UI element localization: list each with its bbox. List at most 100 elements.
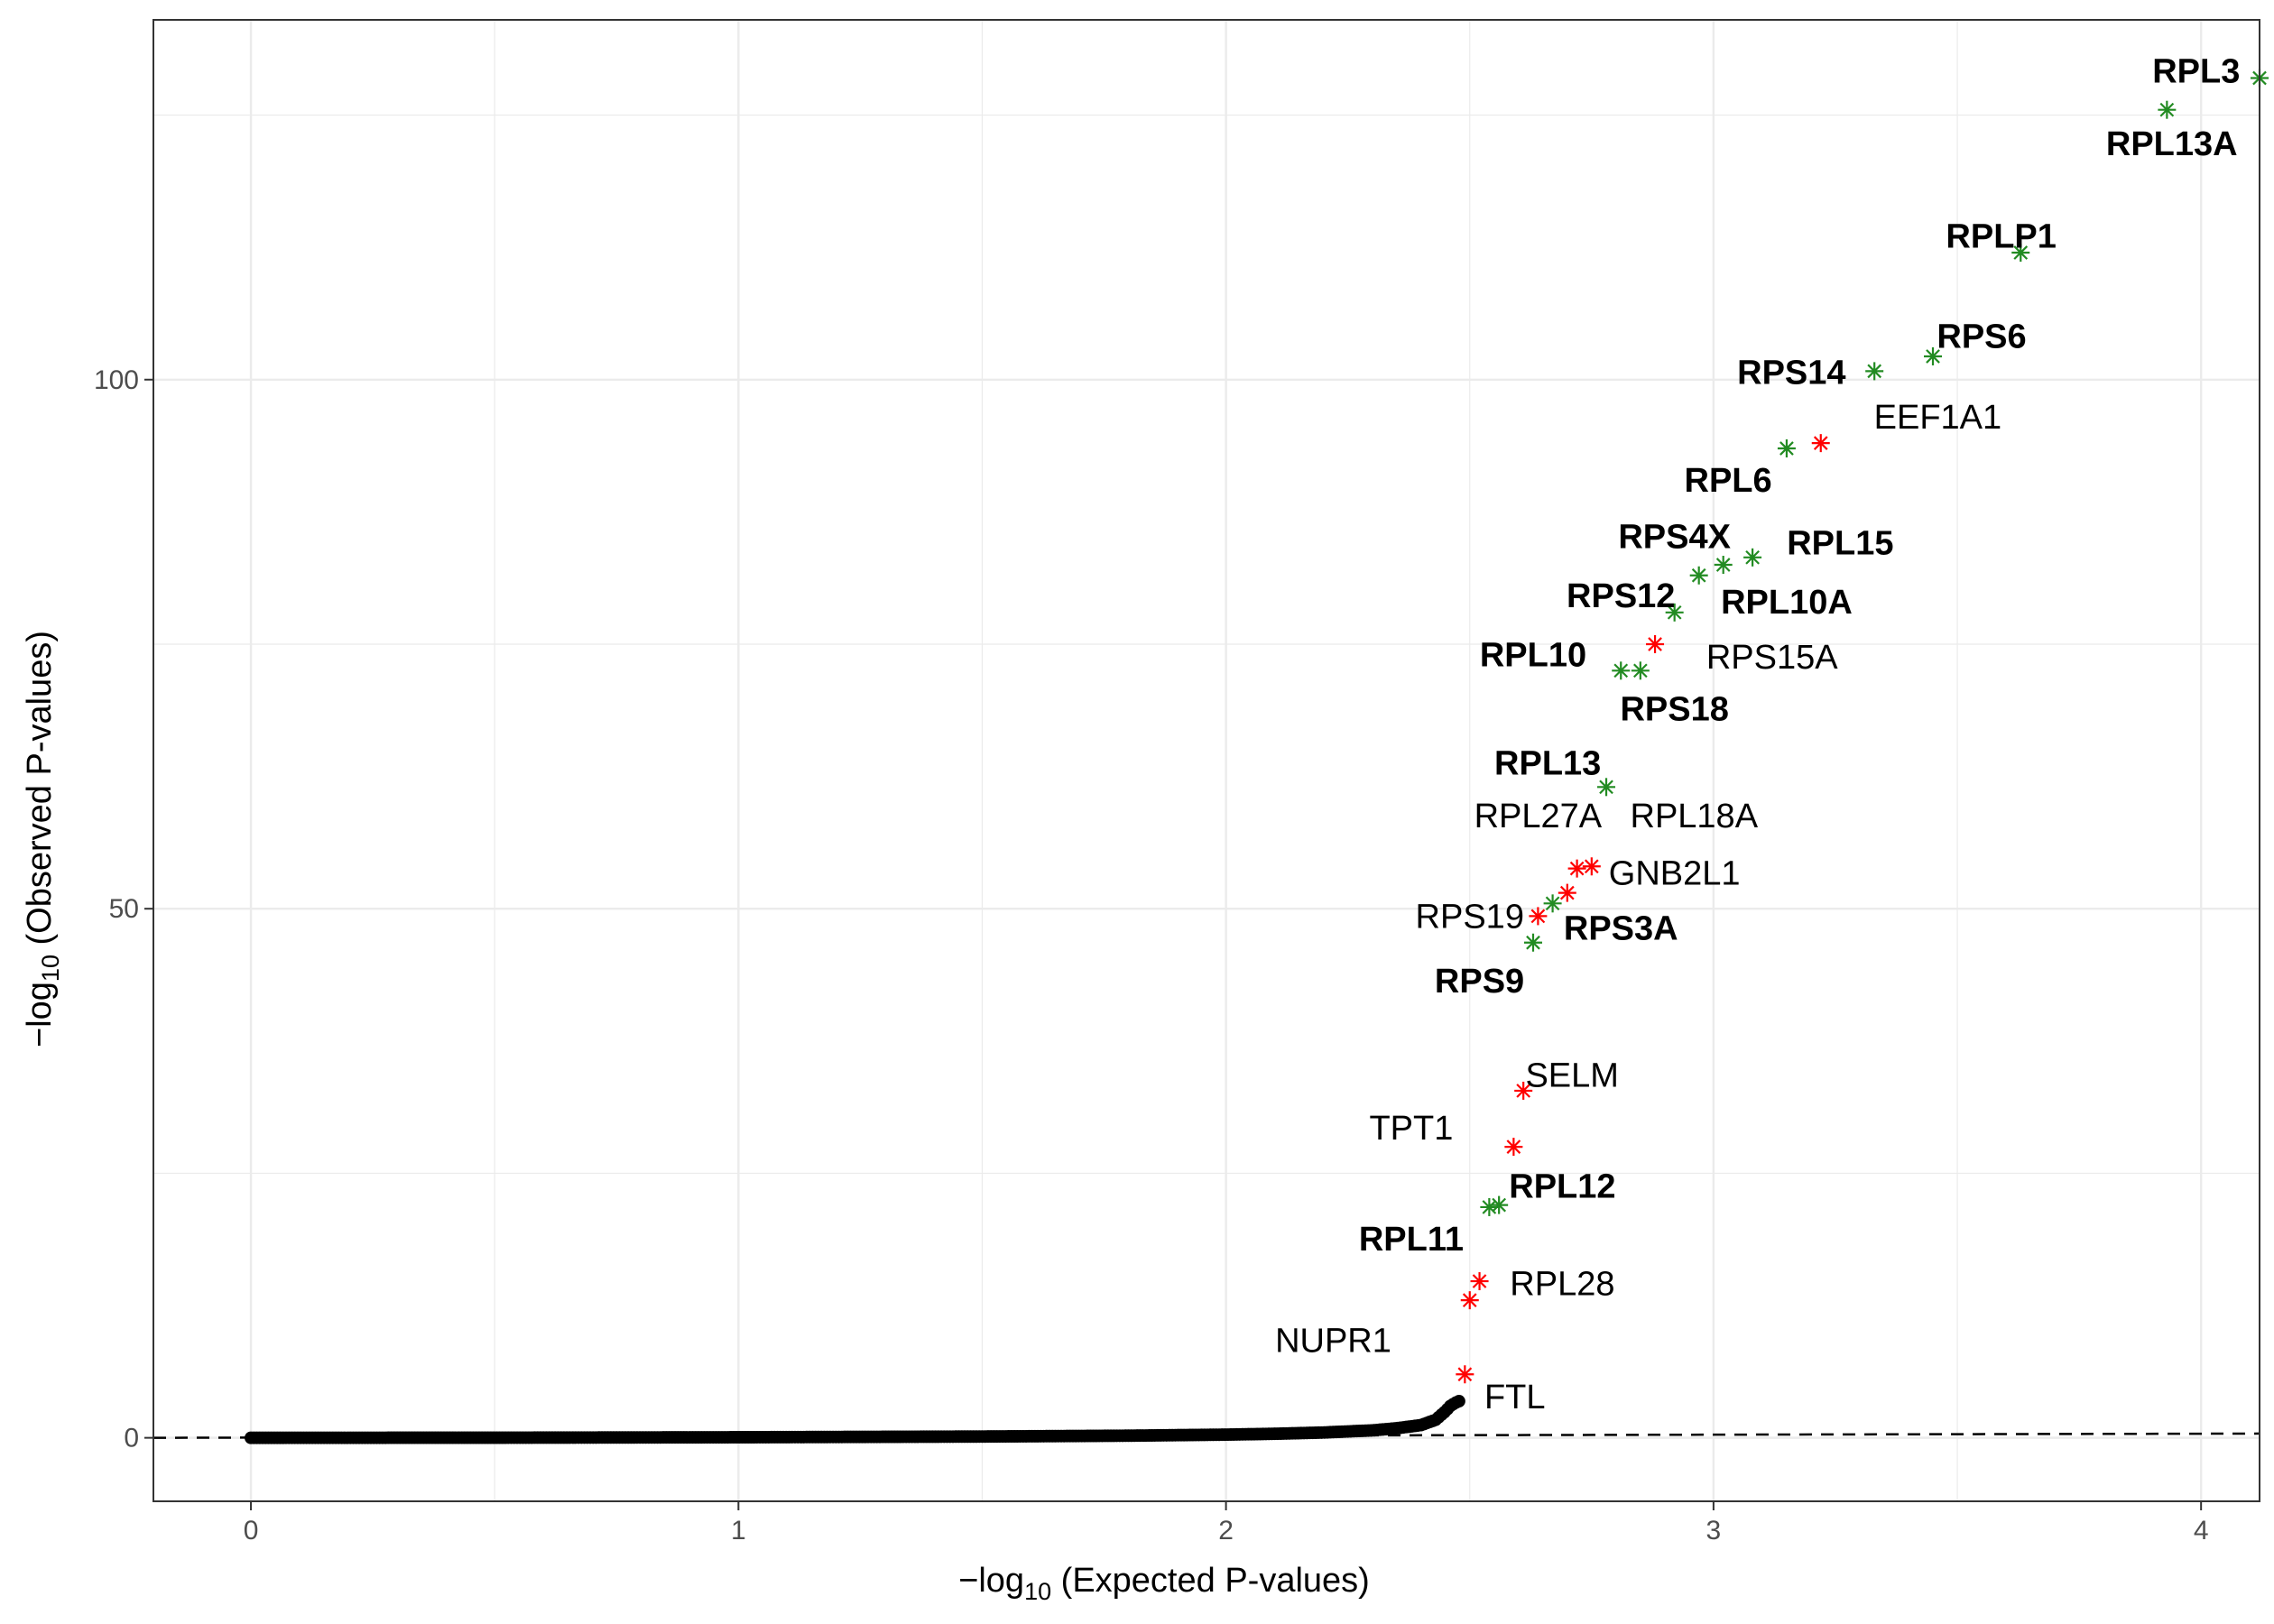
gene-label-gnb2l1: GNB2L1 [1609,854,1741,892]
x-tick-label: 0 [244,1516,259,1546]
gene-point-rps4x [1689,566,1708,585]
gene-label-rps15a: RPS15A [1706,639,1838,677]
gene-point-rpl10 [1612,661,1631,680]
x-tick-label: 1 [731,1516,746,1546]
y-tick-label: 0 [124,1424,139,1453]
gene-point-tpt1 [1504,1138,1523,1157]
asterisk-stroke [1506,1140,1521,1154]
gene-label-rpl6: RPL6 [1685,462,1772,500]
asterisk-stroke [1648,637,1662,651]
gene-point-rps6 [1924,346,1943,365]
gene-point-rps3a [1543,894,1562,913]
gene-label-rpl12: RPL12 [1509,1167,1615,1205]
gene-label-rps3a: RPS3A [1564,909,1678,947]
asterisk-stroke [1691,567,1706,583]
gene-label-ftl: FTL [1484,1379,1546,1416]
background-points [245,1395,1465,1444]
gene-label-rpl10: RPL10 [1480,637,1586,675]
asterisk-stroke [1559,885,1575,900]
x-axis: 0 1 2 3 4 [244,1501,2209,1546]
gene-point-nupr1 [1460,1291,1479,1310]
asterisk-stroke [1530,909,1546,924]
x-tick-label: 2 [1218,1516,1234,1546]
gene-label-tpt1: TPT1 [1369,1110,1453,1148]
asterisk-stroke [1715,558,1731,572]
gene-label-rps12: RPS12 [1567,577,1675,615]
gene-label-rpl18a: RPL18A [1631,798,1759,835]
asterisk-stroke [1462,1293,1477,1308]
plot-panel-border [153,19,2260,1502]
gene-point-rpl15 [1743,548,1762,567]
gene-point-rps14 [1865,362,1884,381]
gene-point-rpl13 [1597,778,1616,797]
asterisk-stroke [1599,780,1613,795]
gene-label-rpl28: RPL28 [1510,1265,1614,1303]
gene-point-ftl [1456,1365,1474,1384]
asterisk-stroke [1667,604,1682,620]
gene-label-rps4x: RPS4X [1618,518,1731,556]
gene-labels: RPL3 RPL13A RPLP1 RPS6 RPS14 EEF1A1 RPL6 RPS4X R… [1275,52,2240,1416]
asterisk-stroke [1745,549,1760,565]
asterisk-stroke [1472,1274,1487,1288]
gene-point-rpl13a [2158,100,2177,119]
gene-label-rpl13a: RPL13A [2106,125,2238,163]
gene-label-rps14: RPS14 [1737,355,1845,392]
asterisk-stroke [1867,364,1882,379]
gene-label-rps9: RPS9 [1435,963,1524,1001]
y-tick-label: 50 [109,894,139,924]
gene-point-rpl11 [1480,1197,1499,1216]
gene-label-rplp1: RPLP1 [1946,217,2056,255]
gene-label-rpl13: RPL13 [1494,744,1601,782]
gene-point-rps15a [1646,634,1665,653]
asterisk-stroke [1545,896,1560,911]
gene-point-rpl27a [1567,859,1586,878]
gene-label-rpl3: RPL3 [2152,52,2240,90]
gene-label-rps6: RPS6 [1937,318,2026,356]
asterisk-stroke [1779,441,1794,456]
highlighted-points [1456,69,2269,1384]
asterisk-stroke [1569,861,1585,876]
asterisk-stroke [1632,663,1648,678]
gene-label-rpl11: RPL11 [1359,1221,1464,1259]
gene-point-rpl6 [1777,439,1796,458]
asterisk-stroke [1926,349,1940,364]
y-axis: 0 50 100 [94,365,153,1453]
gene-point-eef1a1 [1811,434,1830,453]
asterisk-stroke [2013,245,2029,260]
asterisk-stroke [1613,663,1629,678]
y-axis-title: −log10 (Observed P-values) [21,631,64,1047]
gene-point-rpl28 [1470,1272,1489,1291]
asterisk-stroke [1482,1200,1497,1214]
asterisk-stroke [1492,1197,1507,1213]
gene-label-eef1a1: EEF1A1 [1874,399,2002,437]
asterisk-stroke [1526,935,1540,950]
gene-point-rps12 [1665,603,1684,622]
gene-label-rps18: RPS18 [1620,691,1728,729]
gene-point-rps19 [1529,907,1548,926]
gene-label-rpl10a: RPL10A [1721,584,1853,622]
x-tick-label: 3 [1706,1516,1722,1546]
gene-label-rpl27a: RPL27A [1474,798,1603,835]
gridlines [153,20,2260,1501]
x-axis-title: −log10 (Expected P-values) [958,1562,1370,1605]
background-point [1452,1395,1465,1408]
gene-point-rplp1 [2011,244,2030,263]
gene-point-selm [1514,1081,1533,1100]
y-tick-label: 100 [94,365,139,395]
gene-point-rpl18a [1582,857,1601,876]
gene-label-selm: SELM [1525,1057,1618,1094]
asterisk-stroke [1813,436,1828,450]
asterisk-stroke [1457,1367,1473,1382]
gene-point-rps18 [1631,661,1650,680]
asterisk-stroke [2159,102,2175,117]
gene-point-rps9 [1523,933,1542,952]
gene-point-gnb2l1 [1558,883,1576,902]
x-tick-label: 4 [2194,1516,2209,1546]
gene-point-rpl10a [1714,556,1733,575]
asterisk-stroke [1516,1084,1531,1098]
gene-label-rpl15: RPL15 [1787,524,1893,562]
gene-label-nupr1: NUPR1 [1275,1323,1391,1361]
gene-label-rps19: RPS19 [1416,898,1524,936]
asterisk-stroke [1584,859,1599,874]
